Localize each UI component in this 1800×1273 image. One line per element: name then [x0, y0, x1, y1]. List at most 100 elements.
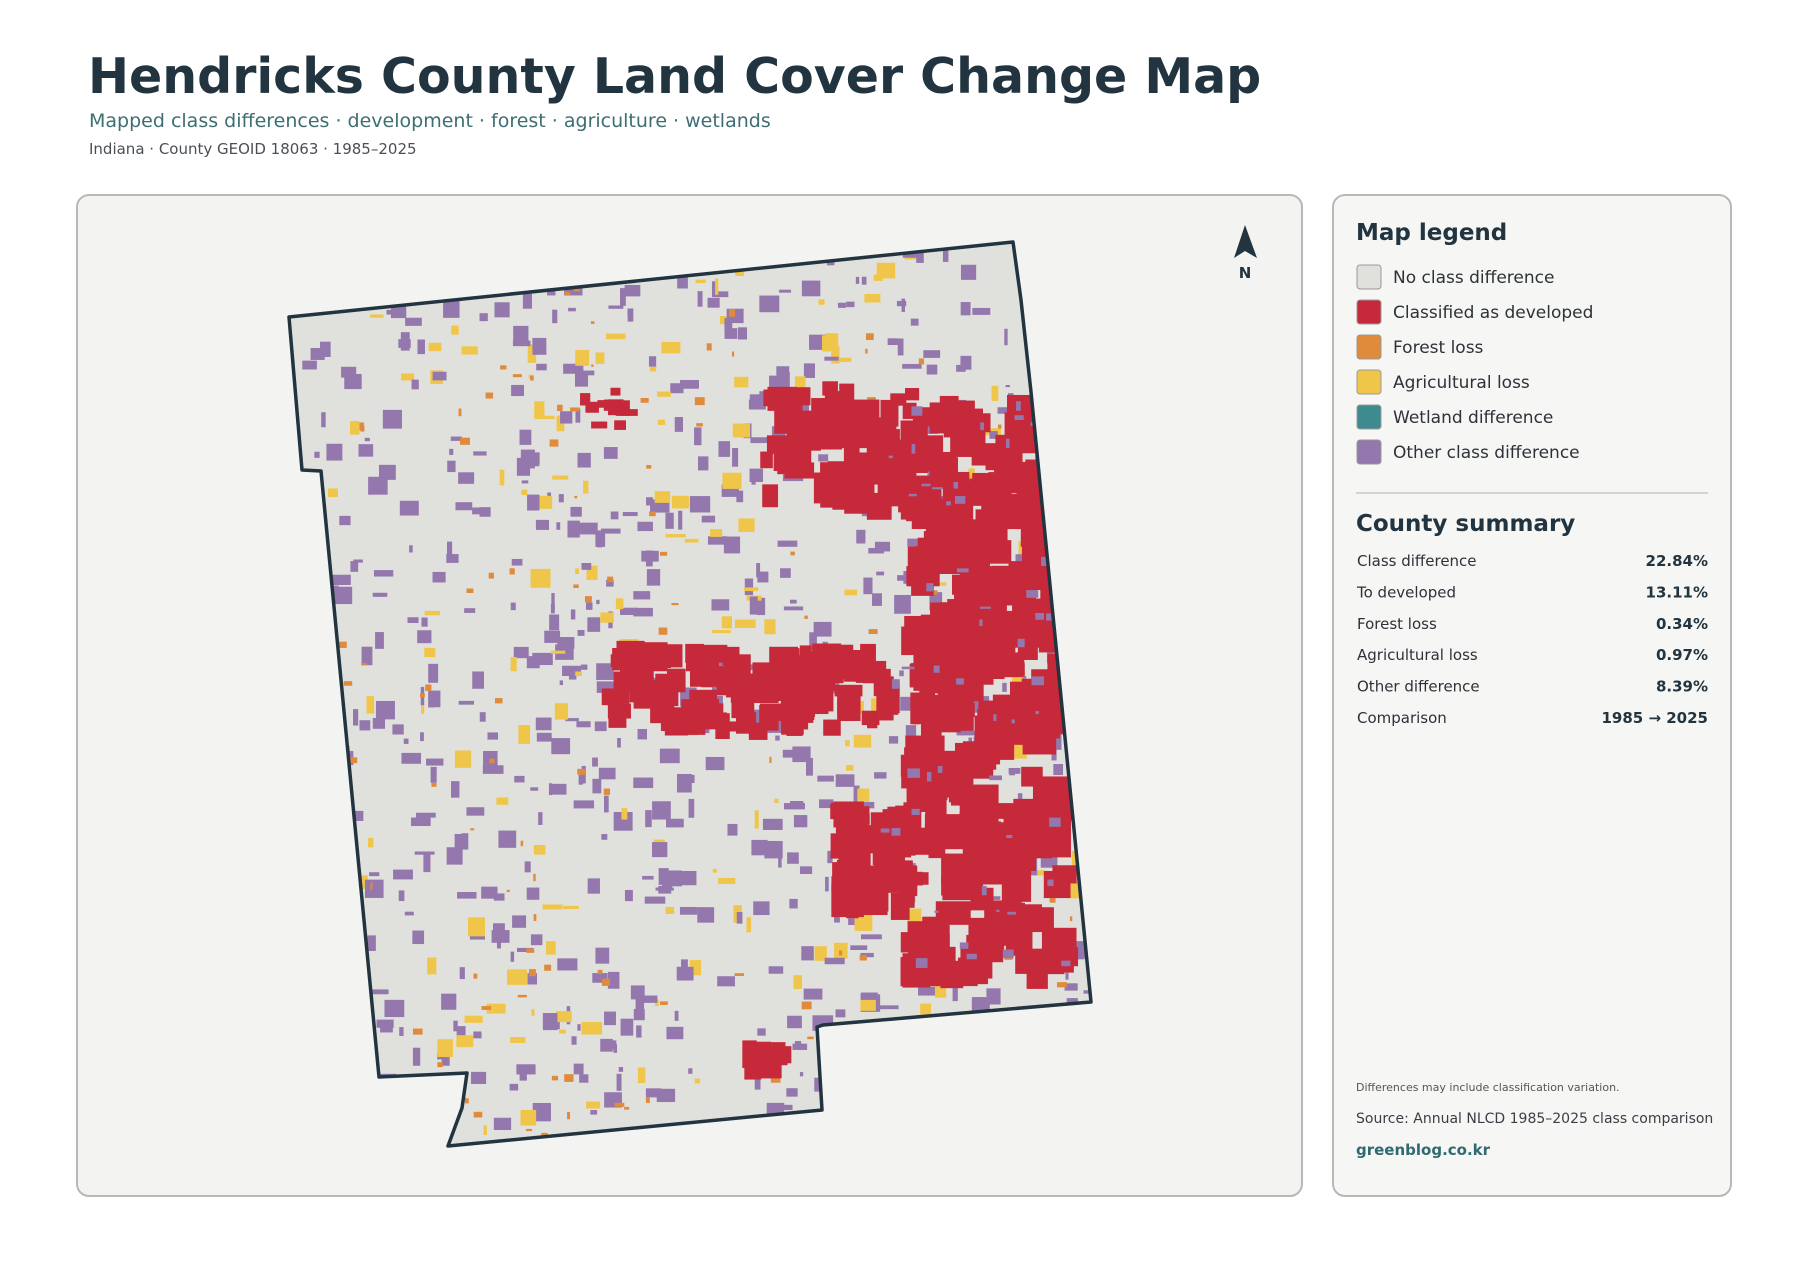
- change-patch: [530, 568, 551, 588]
- change-patch: [910, 318, 919, 326]
- change-patch: [481, 886, 498, 899]
- change-patch: [591, 364, 594, 367]
- change-patch: [756, 597, 766, 616]
- change-patch: [512, 374, 522, 378]
- change-patch: [534, 401, 545, 419]
- change-patch: [621, 808, 628, 820]
- change-patch: [615, 684, 630, 704]
- change-patch: [825, 876, 829, 892]
- change-patch: [592, 757, 598, 767]
- change-patch: [824, 356, 839, 361]
- change-patch: [679, 906, 698, 915]
- change-patch: [451, 781, 460, 798]
- change-patch: [522, 293, 532, 309]
- change-patch: [850, 945, 868, 950]
- change-patch: [473, 451, 487, 456]
- change-patch: [953, 482, 959, 489]
- change-patch: [521, 480, 529, 484]
- change-patch: [384, 999, 405, 1018]
- change-patch: [928, 839, 946, 859]
- change-patch: [473, 1111, 483, 1118]
- change-patch: [758, 1042, 786, 1059]
- change-patch: [411, 379, 419, 390]
- change-patch: [575, 568, 580, 575]
- change-patch: [1046, 613, 1057, 621]
- change-patch: [794, 376, 806, 389]
- change-patch: [707, 536, 727, 545]
- change-patch: [1022, 676, 1027, 679]
- change-patch: [754, 1077, 761, 1090]
- legend-panel: [1332, 194, 1732, 1197]
- change-patch: [799, 1072, 804, 1077]
- change-patch: [570, 407, 580, 412]
- change-patch: [757, 1028, 766, 1036]
- change-patch: [760, 451, 773, 469]
- change-patch: [590, 321, 595, 324]
- change-patch: [907, 546, 933, 587]
- change-patch: [510, 602, 516, 611]
- change-patch: [432, 371, 447, 381]
- change-patch: [620, 288, 626, 306]
- change-patch: [674, 416, 684, 432]
- change-patch: [688, 1068, 693, 1074]
- change-patch: [533, 844, 546, 855]
- change-patch: [930, 455, 954, 487]
- change-patch: [659, 1001, 668, 1005]
- change-patch: [897, 575, 905, 581]
- change-patch: [979, 606, 991, 609]
- change-patch: [530, 787, 539, 791]
- change-patch: [465, 1098, 469, 1104]
- change-patch: [616, 1073, 622, 1091]
- change-patch: [1005, 385, 1010, 388]
- change-patch: [1007, 911, 1017, 915]
- change-patch: [376, 1019, 394, 1028]
- change-patch: [585, 602, 593, 610]
- change-patch: [902, 363, 922, 369]
- change-patch: [568, 674, 577, 680]
- change-patch: [972, 642, 1005, 658]
- change-patch: [568, 307, 576, 312]
- change-patch: [675, 870, 697, 886]
- change-patch: [966, 953, 977, 960]
- change-patch: [962, 853, 984, 892]
- change-patch: [597, 969, 603, 974]
- change-patch: [570, 609, 576, 620]
- change-patch: [361, 646, 373, 666]
- change-patch: [361, 663, 367, 666]
- change-patch: [962, 832, 998, 855]
- change-patch: [993, 714, 997, 721]
- change-patch: [694, 1078, 700, 1084]
- summary-label: Class difference: [1357, 552, 1477, 570]
- change-patch: [909, 872, 929, 885]
- change-patch: [516, 1064, 536, 1075]
- legend-list: No class difference Classified as develop…: [1356, 264, 1593, 465]
- change-patch: [794, 1041, 802, 1047]
- change-patch: [803, 988, 823, 1000]
- change-patch: [586, 1101, 601, 1109]
- change-patch: [575, 671, 582, 676]
- change-patch: [464, 1015, 483, 1023]
- change-patch: [528, 969, 536, 977]
- change-patch: [861, 710, 880, 726]
- change-patch: [630, 985, 645, 1000]
- change-patch: [454, 833, 463, 851]
- change-patch: [880, 828, 890, 833]
- change-patch: [517, 994, 527, 998]
- change-patch: [321, 412, 326, 428]
- change-patch: [608, 305, 624, 309]
- summary-label: To developed: [1356, 583, 1456, 601]
- change-patch: [916, 252, 924, 263]
- change-patch: [512, 915, 527, 928]
- change-patch: [664, 717, 683, 732]
- change-patch: [616, 640, 645, 655]
- change-patch: [777, 540, 798, 547]
- change-patch: [1002, 949, 1014, 959]
- change-patch: [729, 308, 736, 317]
- change-patch: [608, 708, 627, 728]
- change-patch: [1017, 638, 1025, 648]
- subtitle: Mapped class differences · development ·…: [89, 110, 771, 132]
- change-patch: [818, 419, 838, 447]
- change-patch: [734, 619, 756, 629]
- change-patch: [748, 673, 776, 696]
- change-patch: [1056, 982, 1067, 988]
